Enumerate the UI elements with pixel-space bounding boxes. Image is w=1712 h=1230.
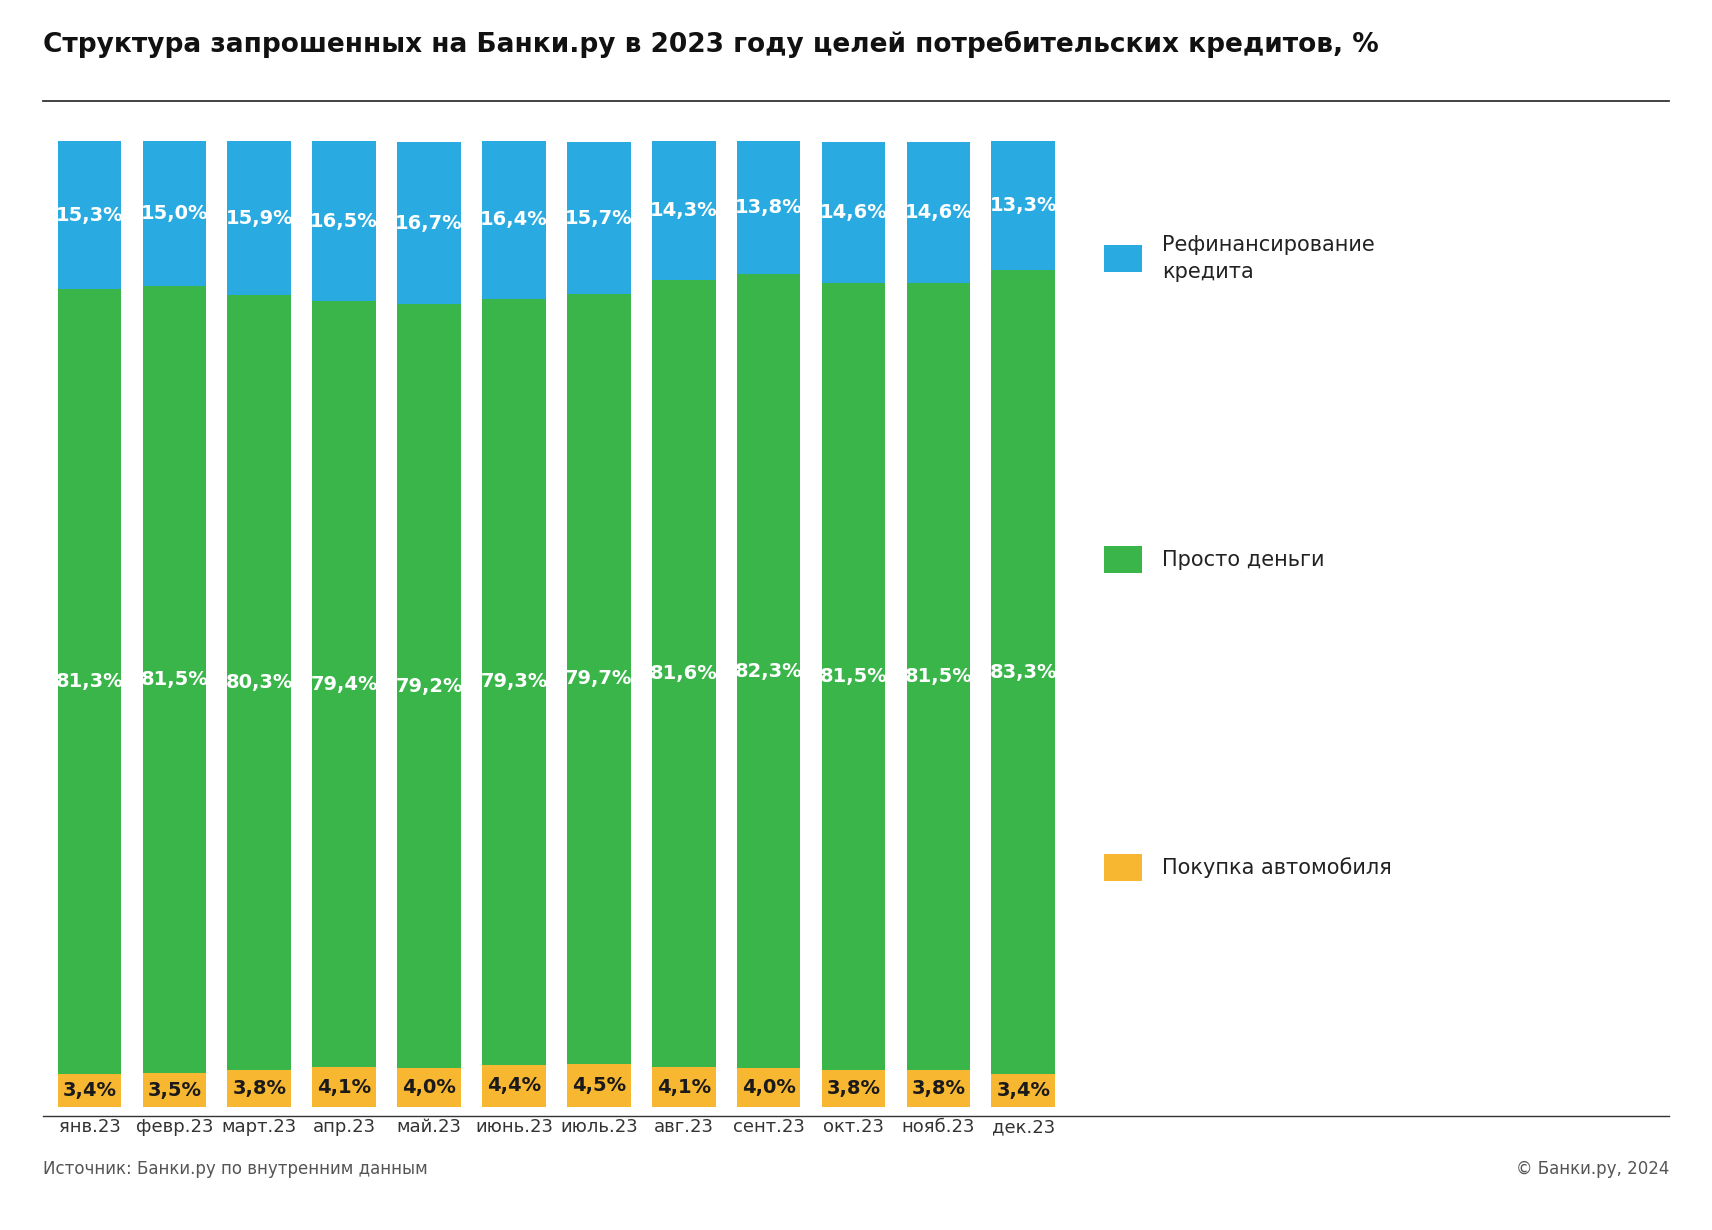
Text: 81,5%: 81,5%: [140, 670, 209, 689]
Bar: [312, 1068, 377, 1107]
Text: 79,7%: 79,7%: [565, 669, 632, 689]
Bar: [483, 299, 546, 1064]
Text: 81,3%: 81,3%: [56, 672, 123, 691]
Text: 16,7%: 16,7%: [395, 214, 462, 232]
Bar: [907, 143, 971, 283]
Text: 79,2%: 79,2%: [395, 676, 462, 695]
Text: Просто деньги: Просто деньги: [1162, 550, 1325, 569]
Bar: [397, 143, 461, 304]
Text: 4,0%: 4,0%: [741, 1079, 796, 1097]
Text: 4,1%: 4,1%: [317, 1077, 372, 1097]
Bar: [907, 1070, 971, 1107]
Text: 4,1%: 4,1%: [657, 1077, 710, 1097]
Bar: [652, 141, 716, 279]
Bar: [822, 1070, 885, 1107]
Text: 15,3%: 15,3%: [56, 205, 123, 225]
Text: 14,3%: 14,3%: [651, 200, 717, 220]
Bar: [397, 304, 461, 1069]
Bar: [822, 283, 885, 1070]
Text: Структура запрошенных на Банки.ру в 2023 году целей потребительских кредитов, %: Структура запрошенных на Банки.ру в 2023…: [43, 31, 1378, 58]
Text: 16,5%: 16,5%: [310, 212, 378, 230]
Text: 4,0%: 4,0%: [402, 1079, 455, 1097]
Bar: [736, 274, 801, 1069]
Bar: [142, 141, 205, 287]
Bar: [991, 269, 1055, 1074]
Text: 3,8%: 3,8%: [827, 1079, 880, 1098]
Text: 16,4%: 16,4%: [479, 210, 548, 229]
Bar: [483, 140, 546, 299]
Bar: [312, 141, 377, 301]
Bar: [736, 140, 801, 274]
Text: © Банки.ру, 2024: © Банки.ру, 2024: [1515, 1160, 1669, 1177]
Bar: [567, 143, 630, 294]
Bar: [736, 1069, 801, 1107]
Text: Покупка автомобиля: Покупка автомобиля: [1162, 857, 1392, 877]
Bar: [907, 283, 971, 1070]
Text: 3,8%: 3,8%: [233, 1079, 286, 1098]
Bar: [228, 141, 291, 295]
Text: 15,0%: 15,0%: [140, 204, 209, 224]
Text: Источник: Банки.ру по внутренним данным: Источник: Банки.ру по внутренним данным: [43, 1160, 428, 1177]
Bar: [58, 1074, 122, 1107]
Text: 83,3%: 83,3%: [990, 663, 1056, 681]
Text: 13,8%: 13,8%: [734, 198, 803, 216]
Text: Рефинансирование
кредита: Рефинансирование кредита: [1162, 235, 1375, 282]
Text: 79,3%: 79,3%: [481, 672, 548, 691]
Bar: [652, 279, 716, 1068]
Text: 81,6%: 81,6%: [651, 664, 717, 683]
Bar: [397, 1069, 461, 1107]
Text: 15,9%: 15,9%: [226, 209, 293, 228]
Bar: [228, 295, 291, 1070]
Bar: [652, 1068, 716, 1107]
Bar: [58, 141, 122, 289]
Text: 13,3%: 13,3%: [990, 196, 1056, 215]
Bar: [991, 141, 1055, 269]
Bar: [822, 143, 885, 283]
Bar: [567, 294, 630, 1064]
Bar: [991, 1074, 1055, 1107]
Text: 3,4%: 3,4%: [996, 1081, 1049, 1100]
Text: 82,3%: 82,3%: [734, 662, 803, 680]
Text: 14,6%: 14,6%: [820, 203, 887, 223]
Text: 80,3%: 80,3%: [226, 673, 293, 692]
Bar: [312, 301, 377, 1068]
Bar: [567, 1064, 630, 1107]
Bar: [483, 1064, 546, 1107]
Text: 81,5%: 81,5%: [904, 668, 972, 686]
Bar: [58, 289, 122, 1074]
Text: 15,7%: 15,7%: [565, 209, 633, 228]
Text: 14,6%: 14,6%: [904, 203, 972, 223]
Bar: [142, 1074, 205, 1107]
Text: 3,4%: 3,4%: [63, 1081, 116, 1100]
Text: 3,8%: 3,8%: [911, 1079, 966, 1098]
Text: 79,4%: 79,4%: [310, 674, 378, 694]
Bar: [142, 287, 205, 1074]
Text: 3,5%: 3,5%: [147, 1081, 202, 1100]
Text: 4,4%: 4,4%: [486, 1076, 541, 1095]
Bar: [228, 1070, 291, 1107]
Text: 81,5%: 81,5%: [820, 668, 887, 686]
Text: 4,5%: 4,5%: [572, 1076, 627, 1095]
